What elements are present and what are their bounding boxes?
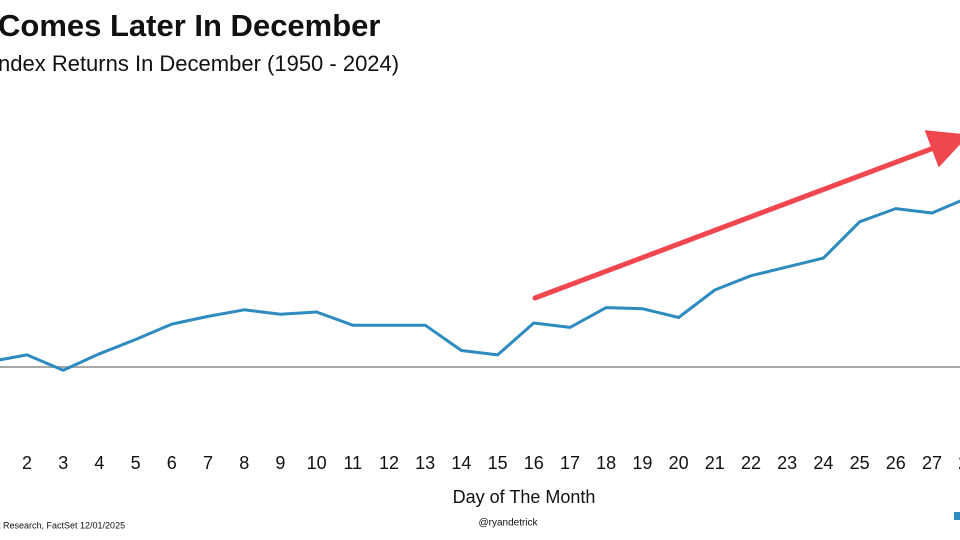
source-note: t Research, FactSet 12/01/2025 [0, 520, 125, 530]
x-tick-label: 14 [451, 453, 471, 473]
trend-arrow [532, 130, 960, 301]
x-tick-label: 4 [94, 453, 104, 473]
chart-subtitle: ndex Returns In December (1950 - 2024) [0, 51, 399, 76]
x-tick-label: 28 [958, 453, 960, 473]
x-tick-label: 6 [167, 453, 177, 473]
x-tick-label: 25 [850, 453, 870, 473]
x-tick-label: 9 [275, 453, 285, 473]
x-tick-label: 27 [922, 453, 942, 473]
x-tick-label: 20 [669, 453, 689, 473]
x-tick-label: 5 [131, 453, 141, 473]
x-tick-label: 18 [596, 453, 616, 473]
x-tick-label: 16 [524, 453, 544, 473]
x-axis-label: Day of The Month [453, 487, 596, 507]
x-tick-label: 22 [741, 453, 761, 473]
x-tick-label: 19 [632, 453, 652, 473]
chart-title: Comes Later In December [0, 8, 380, 43]
x-tick-label: 13 [415, 453, 435, 473]
x-tick-label: 26 [886, 453, 906, 473]
plot-area: 2 3 4 5 6 7 8 9 10 11 12 13 14 15 16 17 18 19 20 21 22 23 24 25… [0, 199, 960, 473]
x-tick-label: 8 [239, 453, 249, 473]
x-tick-label: 21 [705, 453, 725, 473]
x-tick-label: 15 [488, 453, 508, 473]
x-tick-label: 7 [203, 453, 213, 473]
x-tick-label: 11 [343, 453, 362, 473]
x-tick-label: 12 [379, 453, 399, 473]
x-tick-label: 10 [307, 453, 327, 473]
credit: @ryandetrick [478, 518, 538, 529]
x-tick-label: 2 [22, 453, 32, 473]
x-tick-label: 3 [58, 453, 68, 473]
x-tick-label: 24 [813, 453, 833, 473]
x-tick-label: 23 [777, 453, 797, 473]
legend-swatch [954, 512, 960, 520]
data-line [0, 199, 960, 372]
x-tick-label: 17 [560, 453, 580, 473]
